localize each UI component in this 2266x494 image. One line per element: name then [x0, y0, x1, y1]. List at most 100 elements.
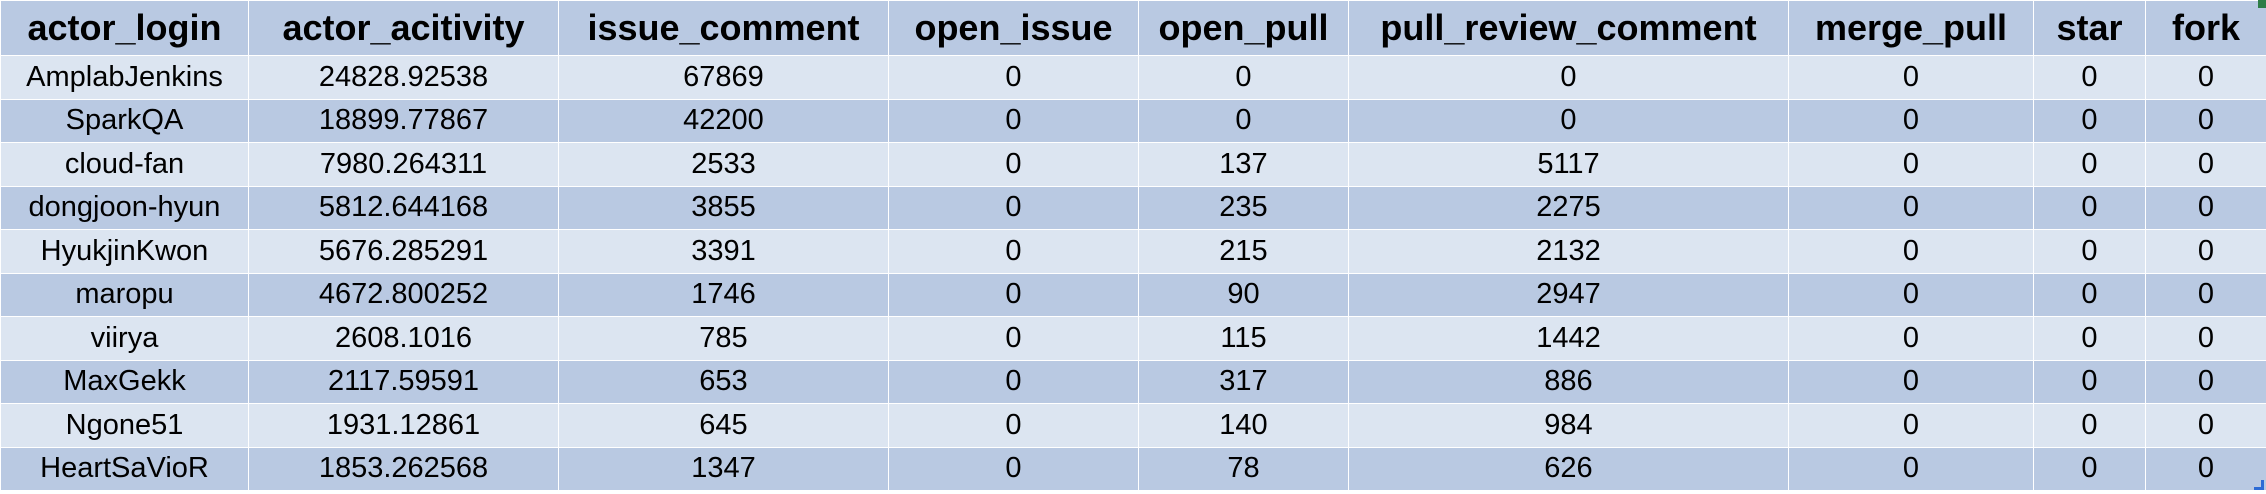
- cell-open-issue[interactable]: 0: [888, 55, 1139, 100]
- cell-issue-comment[interactable]: 42200: [558, 98, 889, 143]
- cell-issue-comment[interactable]: 2533: [558, 142, 889, 187]
- column-header-open-issue[interactable]: open_issue: [888, 0, 1139, 56]
- cell-fork[interactable]: 0: [2145, 272, 2266, 317]
- selection-fill-handle[interactable]: [2254, 480, 2264, 490]
- column-header-actor-login[interactable]: actor_login: [0, 0, 249, 56]
- cell-star[interactable]: 0: [2033, 229, 2146, 274]
- cell-merge-pull[interactable]: 0: [1788, 98, 2034, 143]
- cell-merge-pull[interactable]: 0: [1788, 403, 2034, 448]
- cell-actor-login[interactable]: viirya: [0, 316, 249, 361]
- cell-actor-activity[interactable]: 5676.285291: [248, 229, 559, 274]
- cell-fork[interactable]: 0: [2145, 229, 2266, 274]
- cell-fork[interactable]: 0: [2145, 403, 2266, 448]
- cell-fork[interactable]: 0: [2145, 142, 2266, 187]
- cell-merge-pull[interactable]: 0: [1788, 55, 2034, 100]
- cell-star[interactable]: 0: [2033, 316, 2146, 361]
- cell-actor-activity[interactable]: 1931.12861: [248, 403, 559, 448]
- cell-open-pull[interactable]: 0: [1138, 98, 1349, 143]
- column-header-merge-pull[interactable]: merge_pull: [1788, 0, 2034, 56]
- cell-open-pull[interactable]: 90: [1138, 272, 1349, 317]
- cell-actor-login[interactable]: MaxGekk: [0, 359, 249, 404]
- cell-fork[interactable]: 0: [2145, 316, 2266, 361]
- cell-star[interactable]: 0: [2033, 359, 2146, 404]
- cell-open-pull[interactable]: 78: [1138, 446, 1349, 491]
- cell-actor-activity[interactable]: 7980.264311: [248, 142, 559, 187]
- cell-fork[interactable]: 0: [2145, 185, 2266, 230]
- cell-actor-activity[interactable]: 5812.644168: [248, 185, 559, 230]
- cell-open-pull[interactable]: 115: [1138, 316, 1349, 361]
- cell-open-issue[interactable]: 0: [888, 98, 1139, 143]
- cell-actor-login[interactable]: Ngone51: [0, 403, 249, 448]
- cell-merge-pull[interactable]: 0: [1788, 272, 2034, 317]
- cell-star[interactable]: 0: [2033, 98, 2146, 143]
- cell-issue-comment[interactable]: 645: [558, 403, 889, 448]
- cell-open-pull[interactable]: 317: [1138, 359, 1349, 404]
- cell-actor-login[interactable]: HeartSaVioR: [0, 446, 249, 491]
- cell-pull-review-comment[interactable]: 2132: [1348, 229, 1789, 274]
- cell-open-pull[interactable]: 137: [1138, 142, 1349, 187]
- cell-issue-comment[interactable]: 1746: [558, 272, 889, 317]
- cell-pull-review-comment[interactable]: 1442: [1348, 316, 1789, 361]
- cell-actor-login[interactable]: HyukjinKwon: [0, 229, 249, 274]
- cell-actor-activity[interactable]: 2117.59591: [248, 359, 559, 404]
- cell-open-pull[interactable]: 215: [1138, 229, 1349, 274]
- cell-open-pull[interactable]: 0: [1138, 55, 1349, 100]
- cell-pull-review-comment[interactable]: 5117: [1348, 142, 1789, 187]
- cell-issue-comment[interactable]: 653: [558, 359, 889, 404]
- cell-open-issue[interactable]: 0: [888, 272, 1139, 317]
- cell-merge-pull[interactable]: 0: [1788, 142, 2034, 187]
- cell-pull-review-comment[interactable]: 626: [1348, 446, 1789, 491]
- cell-actor-activity[interactable]: 24828.92538: [248, 55, 559, 100]
- cell-pull-review-comment[interactable]: 2947: [1348, 272, 1789, 317]
- cell-actor-login[interactable]: cloud-fan: [0, 142, 249, 187]
- cell-issue-comment[interactable]: 3855: [558, 185, 889, 230]
- cell-star[interactable]: 0: [2033, 142, 2146, 187]
- cell-actor-activity[interactable]: 2608.1016: [248, 316, 559, 361]
- cell-open-issue[interactable]: 0: [888, 359, 1139, 404]
- cell-actor-activity[interactable]: 1853.262568: [248, 446, 559, 491]
- cell-merge-pull[interactable]: 0: [1788, 316, 2034, 361]
- cell-open-issue[interactable]: 0: [888, 142, 1139, 187]
- cell-issue-comment[interactable]: 785: [558, 316, 889, 361]
- cell-open-issue[interactable]: 0: [888, 229, 1139, 274]
- cell-star[interactable]: 0: [2033, 185, 2146, 230]
- column-header-pull-review-comment[interactable]: pull_review_comment: [1348, 0, 1789, 56]
- cell-actor-login[interactable]: maropu: [0, 272, 249, 317]
- column-header-actor-activity[interactable]: actor_acitivity: [248, 0, 559, 56]
- cell-star[interactable]: 0: [2033, 446, 2146, 491]
- cell-pull-review-comment[interactable]: 0: [1348, 55, 1789, 100]
- cell-open-issue[interactable]: 0: [888, 185, 1139, 230]
- cell-star[interactable]: 0: [2033, 272, 2146, 317]
- cell-fork[interactable]: 0: [2145, 55, 2266, 100]
- cell-merge-pull[interactable]: 0: [1788, 359, 2034, 404]
- cell-pull-review-comment[interactable]: 2275: [1348, 185, 1789, 230]
- cell-merge-pull[interactable]: 0: [1788, 446, 2034, 491]
- cell-open-issue[interactable]: 0: [888, 446, 1139, 491]
- cell-issue-comment[interactable]: 3391: [558, 229, 889, 274]
- cell-fork[interactable]: 0: [2145, 446, 2266, 491]
- cell-pull-review-comment[interactable]: 0: [1348, 98, 1789, 143]
- cell-fork[interactable]: 0: [2145, 98, 2266, 143]
- cell-actor-login[interactable]: SparkQA: [0, 98, 249, 143]
- cell-open-pull[interactable]: 140: [1138, 403, 1349, 448]
- cell-star[interactable]: 0: [2033, 403, 2146, 448]
- cell-open-pull[interactable]: 235: [1138, 185, 1349, 230]
- column-header-fork[interactable]: fork: [2145, 0, 2266, 56]
- cell-fork[interactable]: 0: [2145, 359, 2266, 404]
- column-header-open-pull[interactable]: open_pull: [1138, 0, 1349, 56]
- cell-actor-login[interactable]: dongjoon-hyun: [0, 185, 249, 230]
- cell-pull-review-comment[interactable]: 984: [1348, 403, 1789, 448]
- cell-actor-activity[interactable]: 18899.77867: [248, 98, 559, 143]
- cell-issue-comment[interactable]: 1347: [558, 446, 889, 491]
- cell-issue-comment[interactable]: 67869: [558, 55, 889, 100]
- column-header-star[interactable]: star: [2033, 0, 2146, 56]
- cell-open-issue[interactable]: 0: [888, 403, 1139, 448]
- cell-merge-pull[interactable]: 0: [1788, 185, 2034, 230]
- cell-merge-pull[interactable]: 0: [1788, 229, 2034, 274]
- cell-actor-login[interactable]: AmplabJenkins: [0, 55, 249, 100]
- cell-actor-activity[interactable]: 4672.800252: [248, 272, 559, 317]
- cell-pull-review-comment[interactable]: 886: [1348, 359, 1789, 404]
- column-header-issue-comment[interactable]: issue_comment: [558, 0, 889, 56]
- cell-star[interactable]: 0: [2033, 55, 2146, 100]
- cell-open-issue[interactable]: 0: [888, 316, 1139, 361]
